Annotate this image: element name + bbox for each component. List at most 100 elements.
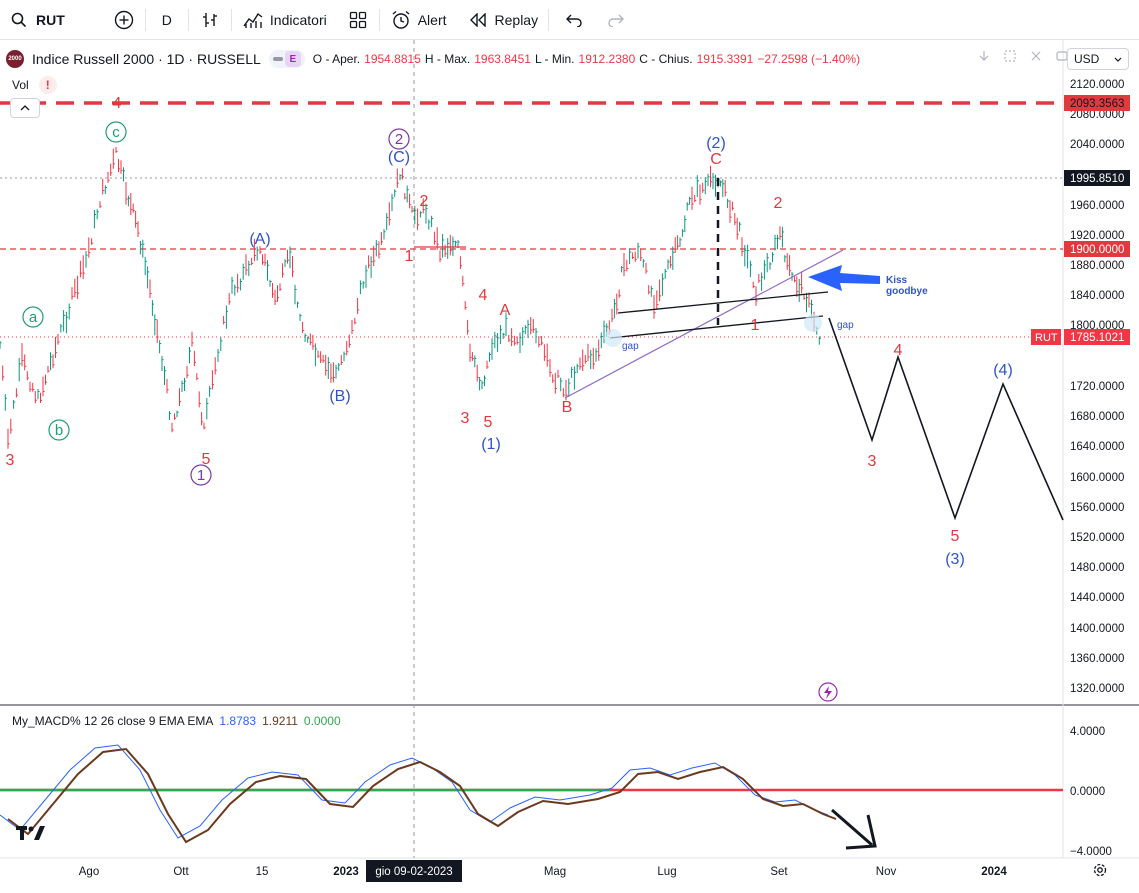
trendline-purple[interactable] [564,249,844,399]
price-label-text: 1995.8510 [1070,173,1124,185]
price-label-text: 1785.1021 [1070,332,1124,344]
volume-label[interactable]: Vol [12,78,29,92]
toolbar-divider [187,8,189,31]
legend-status-pill[interactable]: E [268,50,305,68]
wave-label: (B) [329,388,350,405]
macd-tick: 0.0000 [1070,786,1105,798]
wave-label: 1 [405,248,414,265]
maximize-icon[interactable] [1004,50,1016,62]
macd-axis[interactable]: 4.0000 0.0000 −4.0000 [1070,726,1112,858]
price-tick: 1520.0000 [1070,532,1124,544]
undo-button[interactable] [549,0,599,40]
price-tick: 1960.0000 [1070,200,1124,212]
indicators-label: Indicatori [269,11,327,28]
compare-symbol-button[interactable] [75,0,145,40]
wave-label: (4) [993,362,1013,379]
time-tick: Set [770,866,788,878]
layouts-button[interactable] [337,0,379,40]
replay-icon [467,9,489,31]
trendline-lower[interactable] [609,315,824,339]
wave-label: (2) [706,135,726,152]
undo-icon [563,9,585,31]
warning-icon[interactable]: ! [38,76,57,94]
wave-label: c [112,124,120,141]
circled-wave-a [22,306,44,328]
price-tick: 2040.0000 [1070,139,1124,151]
gear-icon[interactable] [1092,862,1108,881]
wave-label: B [562,399,573,416]
replay-label: Replay [494,11,539,28]
time-tick: Ott [173,866,189,878]
wave-label: 2 [420,193,429,210]
wave-label: (A) [249,231,270,248]
collapse-legend-button[interactable] [10,98,40,118]
currency-selector[interactable]: USD [1067,48,1129,70]
macd-down-arrow[interactable] [831,808,873,847]
gap-marker-1 [604,329,622,347]
volume-legend: Vol ! [12,76,57,94]
price-bars [0,146,821,449]
close-value: 1915.3391 [696,52,754,66]
toolbar-divider [548,8,550,31]
wave-label: 4 [479,287,488,304]
chevron-down-icon [1114,57,1122,62]
replay-button[interactable]: Replay [457,0,549,40]
tradingview-logo-icon[interactable] [16,826,46,847]
price-tick: 1320.0000 [1070,683,1124,695]
toolbar-divider [378,8,380,31]
alert-label: Alert [417,11,447,28]
wave-label: 1 [751,317,760,334]
macd-slow-line [7,747,837,844]
trendline-upper[interactable] [617,291,829,314]
interval-button[interactable]: D [146,0,188,40]
chart-pane[interactable]: 4 3 5 2 1 4 A 3 5 B C 2 1 4 3 5 a [0,40,1139,893]
wave-label: 1 [197,467,205,484]
price-label-1900 [1064,241,1130,257]
macd-tick: 4.0000 [1070,726,1105,738]
redo-button[interactable] [599,0,633,40]
price-tick: 1440.0000 [1070,592,1124,604]
indicators-button[interactable]: Indicatori [232,0,337,40]
open-label: O - Aper. [312,52,361,66]
high-value: 1963.8451 [474,52,531,66]
price-label-2093 [1064,95,1130,111]
wave-label: 5 [951,528,960,545]
gap-label: gap [622,341,639,352]
wave-label: 4 [894,342,903,359]
open-value: 1954.8815 [364,52,421,66]
low-value: 1912.2380 [578,52,636,66]
pane-controls [978,50,1068,62]
wave-label: (3) [945,551,965,568]
close-pane-icon[interactable] [1030,50,1042,62]
symbol-search-button[interactable]: RUT [0,0,75,40]
price-tick: 1680.0000 [1070,411,1124,423]
alert-button[interactable]: Alert [380,0,457,40]
indicators-icon [242,9,264,31]
macd-legend[interactable]: My_MACD% 12 26 close 9 EMA EMA 1.8783 1.… [12,714,341,728]
symbol-label: RUT [36,11,65,28]
bar-style-button[interactable] [189,0,231,40]
circled-wave-1 [190,464,212,486]
crosshair-time-label [366,860,462,882]
gap-marker-2 [804,314,822,332]
price-plot-area[interactable] [0,40,1063,705]
ohlc-values: O - Aper. 1954.8815 H - Max. 1963.8451 L… [313,52,860,66]
price-axis[interactable]: 2120.0000 2080.0000 2040.0000 1960.0000 … [1070,79,1124,695]
price-label-text: 2093.3563 [1070,98,1124,110]
toolbar-divider [144,8,146,31]
wave-label: 4 [113,95,122,112]
wave-label: (C) [388,149,410,166]
move-down-icon[interactable] [978,50,990,62]
projection-path[interactable] [828,317,1064,521]
macd-value-slow: 1.9211 [262,714,298,728]
time-axis[interactable]: Ago Ott 15 2023 Mag Lug Set Nov 2024 [79,866,1008,878]
bar-style-icon [199,9,221,31]
price-tick: 1480.0000 [1070,562,1124,574]
price-label-text: 1900.0000 [1070,244,1124,256]
price-tick: 1920.0000 [1070,230,1124,242]
symbol-title[interactable]: Indice Russell 2000 · 1D · RUSSELL [32,51,261,67]
currency-label: USD [1074,52,1100,66]
kiss-goodbye-arrow[interactable] [808,265,880,291]
wave-label: C [710,151,722,168]
wave-label: 2 [774,195,783,212]
